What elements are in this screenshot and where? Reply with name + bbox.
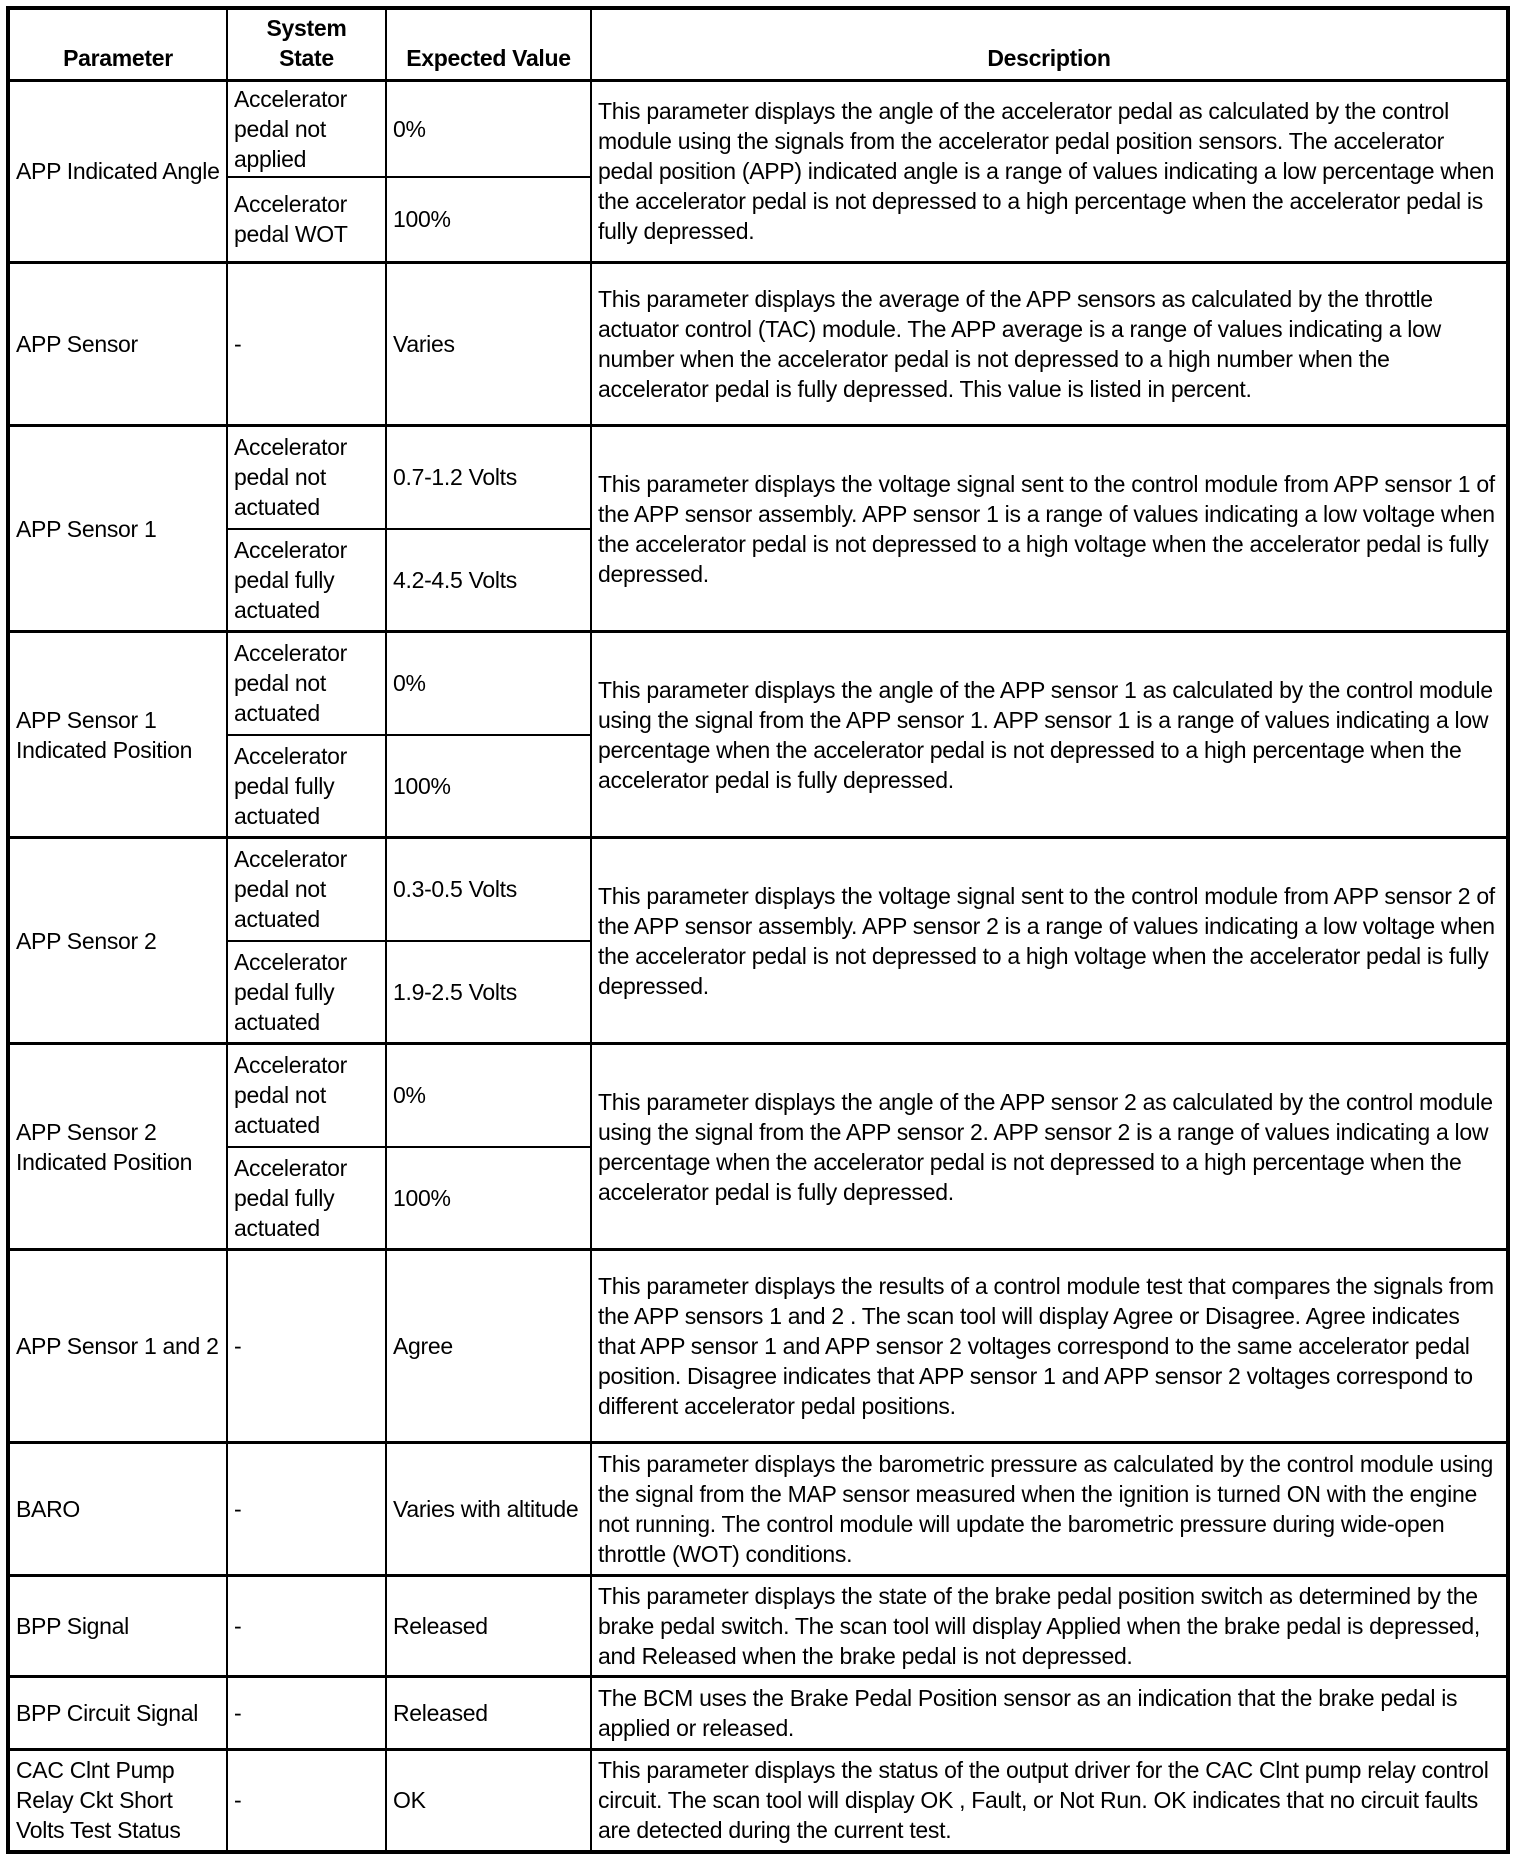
system-state-cell: Accelerator pedal fully actuated	[226, 1145, 387, 1251]
description-cell: This parameter displays the voltage sign…	[590, 424, 1509, 633]
parameter-cell: APP Sensor 1 and 2	[7, 1248, 228, 1444]
table-row: APP Sensor 2 Indicated Position Accelerat…	[7, 1042, 1509, 1251]
table-row: APP Indicated Angle Accelerator pedal not…	[7, 79, 1509, 264]
expected-value-cell: 100%	[385, 175, 592, 264]
system-state-cell: Accelerator pedal fully actuated	[226, 733, 387, 839]
system-state-cell: -	[226, 1441, 387, 1577]
expected-value-cell: 0.3-0.5 Volts	[385, 836, 592, 942]
table-row: CAC Clnt Pump Relay Ckt Short Volts Test…	[7, 1748, 1509, 1853]
header-expected-value: Expected Value	[385, 7, 592, 82]
system-state-cell: Accelerator pedal fully actuated	[226, 527, 387, 633]
parameter-cell: BPP Signal	[7, 1574, 228, 1678]
parameter-cell: CAC Clnt Pump Relay Ckt Short Volts Test…	[7, 1748, 228, 1853]
parameter-cell: APP Sensor 1	[7, 424, 228, 633]
expected-value-cell: Varies	[385, 261, 592, 427]
table-row: Accelerator pedal fully actuated 100%	[8, 1145, 1508, 1251]
header-description: Description	[590, 7, 1509, 82]
parameter-cell: BARO	[7, 1441, 228, 1577]
table-row: Accelerator pedal fully actuated 1.9-2.5 …	[8, 939, 1508, 1045]
table-row: APP Sensor 1 and 2- Agree This parameter d…	[7, 1248, 1509, 1444]
description-cell: This parameter displays the results of a…	[590, 1248, 1509, 1444]
description-cell: This parameter displays the barometric p…	[590, 1441, 1509, 1577]
expected-value-cell: 100%	[385, 1145, 592, 1251]
system-state-cell: Accelerator pedal not actuated	[226, 1042, 387, 1148]
parameter-cell: APP Indicated Angle	[7, 79, 228, 264]
table-row: Accelerator pedal WOT 100%	[8, 175, 1508, 264]
parameter-cell: APP Sensor	[7, 261, 228, 427]
parameter-cell: BPP Circuit Signal	[7, 1675, 228, 1751]
parameter-cell: APP Sensor 2 Indicated Position	[7, 1042, 228, 1251]
system-state-cell: Accelerator pedal WOT	[226, 175, 387, 264]
expected-value-cell: 0%	[385, 1042, 592, 1148]
expected-value-cell: Varies with altitude	[385, 1441, 592, 1577]
expected-value-cell: 0%	[385, 79, 592, 178]
header-parameter: Parameter	[7, 7, 228, 82]
system-state-cell: -	[226, 1675, 387, 1751]
table-row: Accelerator pedal fully actuated 100%	[8, 733, 1508, 839]
expected-value-cell: Agree	[385, 1248, 592, 1444]
description-cell: This parameter displays the average of t…	[590, 261, 1509, 427]
table-row: BPP Circuit Signal - Released The BCM uses …	[7, 1675, 1509, 1751]
header-row: Parameter System State Expected Value De…	[7, 7, 1509, 82]
system-state-cell: -	[226, 261, 387, 427]
expected-value-cell: OK	[385, 1748, 592, 1853]
table-row: APP Sensor 2 Accelerator pedal not actuat…	[7, 836, 1509, 1045]
description-cell: This parameter displays the angle of the…	[590, 1042, 1509, 1251]
system-state-cell: Accelerator pedal not actuated	[226, 424, 387, 530]
table-row: BARO - Varies with altitude This parameter …	[7, 1441, 1509, 1577]
description-cell: The BCM uses the Brake Pedal Position se…	[590, 1675, 1509, 1751]
system-state-cell: -	[226, 1574, 387, 1678]
table-row: APP Sensor 1 Indicated Position Accelerat…	[7, 630, 1509, 839]
system-state-cell: -	[226, 1748, 387, 1853]
expected-value-cell: Released	[385, 1574, 592, 1678]
system-state-cell: Accelerator pedal fully actuated	[226, 939, 387, 1045]
description-cell: This parameter displays the angle of the…	[590, 630, 1509, 839]
expected-value-cell: Released	[385, 1675, 592, 1751]
description-cell: This parameter displays the state of the…	[590, 1574, 1509, 1678]
parameter-table: Parameter System State Expected Value De…	[6, 6, 1510, 1854]
expected-value-cell: 100%	[385, 733, 592, 839]
table-row: APP Sensor 1 Accelerator pedal not actuat…	[7, 424, 1509, 633]
parameter-cell: APP Sensor 2	[7, 836, 228, 1045]
table-row: Accelerator pedal fully actuated 4.2-4.5 …	[8, 527, 1508, 633]
expected-value-cell: 0%	[385, 630, 592, 736]
expected-value-cell: 0.7-1.2 Volts	[385, 424, 592, 530]
description-cell: This parameter displays the voltage sign…	[590, 836, 1509, 1045]
header-system-state: System State	[226, 7, 387, 82]
description-cell: This parameter displays the status of th…	[590, 1748, 1509, 1853]
system-state-cell: -	[226, 1248, 387, 1444]
system-state-cell: Accelerator pedal not actuated	[226, 630, 387, 736]
expected-value-cell: 4.2-4.5 Volts	[385, 527, 592, 633]
parameter-cell: APP Sensor 1 Indicated Position	[7, 630, 228, 839]
table-row: APP Sensor - Varies This parameter displays…	[7, 261, 1509, 427]
system-state-cell: Accelerator pedal not actuated	[226, 836, 387, 942]
description-cell: This parameter displays the angle of the…	[590, 79, 1509, 264]
expected-value-cell: 1.9-2.5 Volts	[385, 939, 592, 1045]
table-row: BPP Signal - Released This parameter displa…	[7, 1574, 1509, 1678]
system-state-cell: Accelerator pedal not applied	[226, 79, 387, 178]
